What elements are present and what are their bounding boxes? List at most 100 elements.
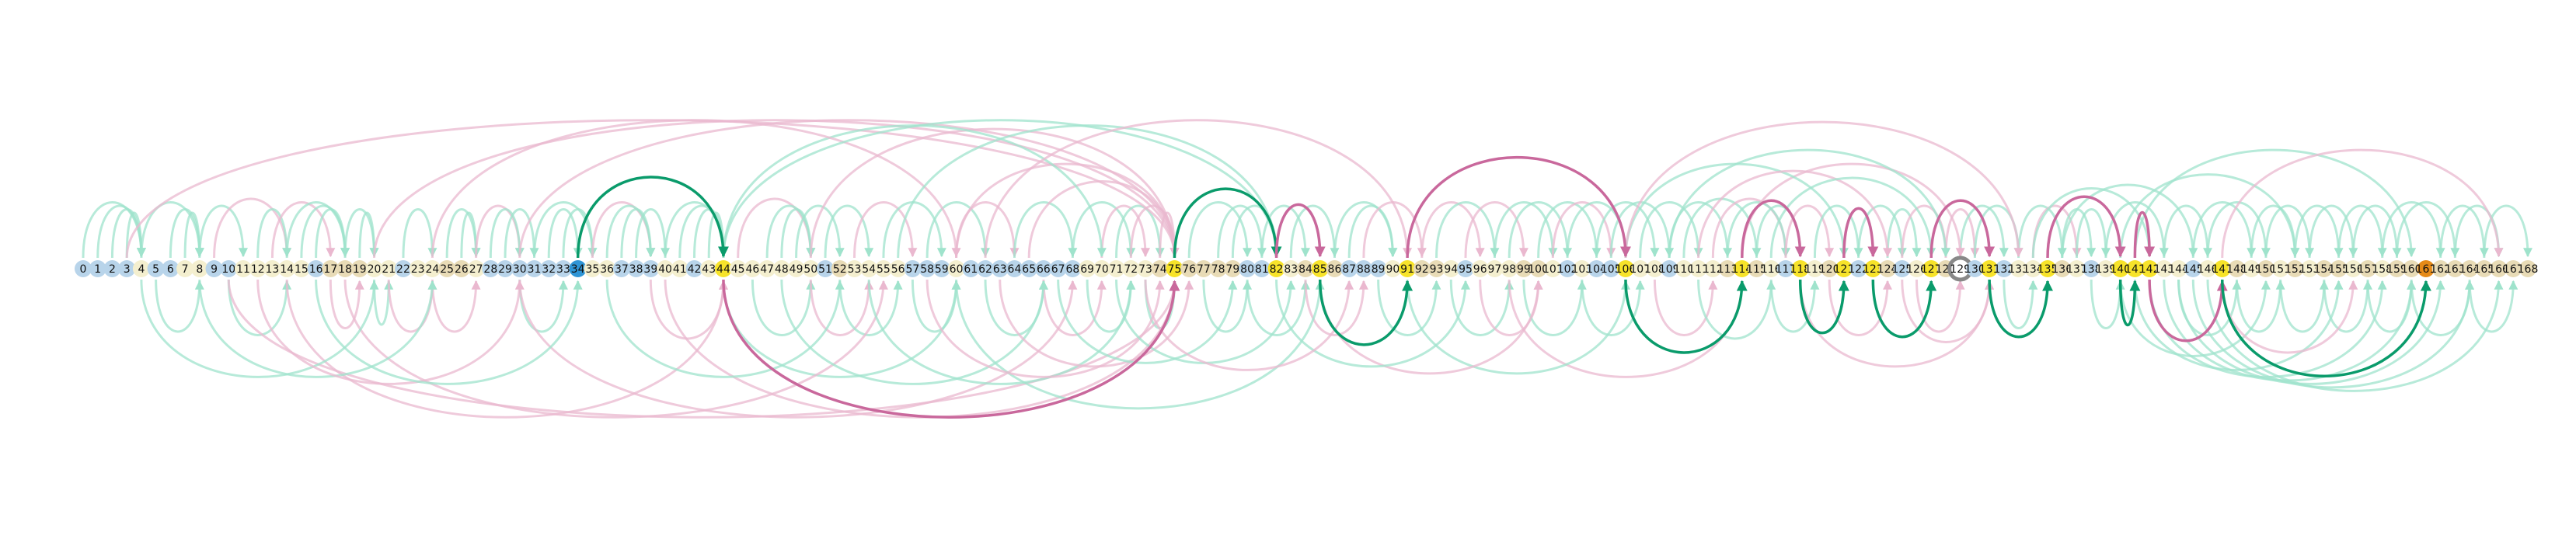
node-60 — [947, 260, 965, 277]
node-61 — [962, 260, 980, 277]
node-147 — [2213, 260, 2231, 277]
node-164 — [2461, 260, 2479, 277]
node-label-105: 105 — [1601, 263, 1622, 276]
node-151 — [2271, 260, 2289, 277]
background-edge-8-11 — [198, 204, 248, 259]
background-edge-70-73 — [1100, 204, 1151, 259]
node-134 — [2024, 260, 2042, 277]
node-label-7: 7 — [182, 263, 189, 276]
node-8 — [190, 260, 208, 277]
node-label-133: 133 — [2008, 263, 2029, 276]
background-edge-40-75 — [664, 279, 1180, 419]
node-label-75: 75 — [1168, 263, 1182, 276]
background-edge-64-68 — [1013, 201, 1078, 259]
node-label-37: 37 — [615, 263, 629, 276]
node-10 — [220, 260, 238, 277]
node-49 — [787, 260, 805, 277]
background-edge-155-158 — [2337, 204, 2387, 259]
node-130 — [1966, 260, 1984, 277]
node-137 — [2068, 260, 2086, 277]
node-label-19: 19 — [353, 263, 367, 276]
background-edge-133-136 — [2017, 204, 2067, 259]
node-label-38: 38 — [629, 263, 643, 276]
node-91 — [1399, 260, 1417, 277]
background-edge-140-150 — [2119, 279, 2271, 357]
background-edge-149-152 — [2250, 204, 2300, 259]
background-edge-165-168 — [2483, 204, 2532, 259]
node-label-59: 59 — [935, 263, 949, 276]
background-edge-97-101 — [1493, 201, 1558, 259]
node-77 — [1194, 260, 1212, 277]
background-edge-128-130 — [1944, 208, 1980, 259]
background-edge-56-82 — [897, 124, 1281, 259]
background-edge-126-129 — [1915, 279, 1965, 333]
background-edge-107-111 — [1639, 201, 1703, 259]
node-label-157: 157 — [2358, 263, 2379, 276]
node-154 — [2315, 260, 2333, 277]
highlight-edge-114-118 — [1741, 199, 1806, 259]
node-141 — [2126, 260, 2144, 277]
node-42 — [685, 260, 703, 277]
node-167 — [2505, 260, 2522, 277]
background-edge-38-40 — [635, 208, 671, 259]
highlight-edge-123-127 — [1871, 279, 1937, 339]
node-label-30: 30 — [513, 263, 527, 276]
node-label-97: 97 — [1488, 263, 1502, 276]
node-83 — [1282, 260, 1300, 277]
background-edge-67-79 — [1057, 279, 1238, 364]
node-146 — [2199, 260, 2217, 277]
node-160 — [2403, 260, 2421, 277]
node-label-77: 77 — [1197, 263, 1211, 276]
node-label-160: 160 — [2401, 263, 2422, 276]
node-104 — [1588, 260, 1605, 277]
background-edge-94-98 — [1449, 279, 1515, 336]
node-131 — [1981, 260, 1999, 277]
node-label-71: 71 — [1110, 263, 1124, 276]
background-edge-98-102 — [1508, 201, 1573, 259]
node-label-113: 113 — [1717, 263, 1738, 276]
node-12 — [249, 260, 267, 277]
node-label-45: 45 — [731, 263, 745, 276]
node-label-83: 83 — [1284, 263, 1298, 276]
background-edge-73-87 — [1144, 279, 1354, 371]
background-edge-140-152 — [2119, 173, 2300, 259]
background-edge-81-84 — [1260, 204, 1310, 259]
node-label-81: 81 — [1255, 263, 1269, 276]
background-edge-108-112 — [1653, 279, 1718, 336]
background-edge-129-132 — [1959, 204, 2009, 259]
background-edge-79-82 — [1231, 204, 1281, 259]
node-label-60: 60 — [950, 263, 964, 276]
node-143 — [2155, 260, 2173, 277]
node-13 — [263, 260, 281, 277]
node-47 — [758, 260, 776, 277]
node-label-93: 93 — [1430, 263, 1444, 276]
node-label-163: 163 — [2445, 263, 2466, 276]
node-label-67: 67 — [1051, 263, 1065, 276]
node-label-69: 69 — [1080, 263, 1094, 276]
background-edge-5-8 — [155, 279, 204, 333]
node-55 — [874, 260, 892, 277]
node-18 — [336, 260, 354, 277]
node-label-142: 142 — [2139, 263, 2160, 276]
node-108 — [1646, 260, 1664, 277]
node-label-68: 68 — [1065, 263, 1079, 276]
node-label-79: 79 — [1225, 263, 1239, 276]
node-40 — [657, 260, 675, 277]
node-label-151: 151 — [2270, 263, 2291, 276]
node-label-80: 80 — [1240, 263, 1254, 276]
node-145 — [2184, 260, 2202, 277]
node-label-54: 54 — [862, 263, 876, 276]
background-edge-30-75 — [518, 119, 1180, 259]
node-157 — [2359, 260, 2377, 277]
background-edge-141-160 — [2133, 148, 2417, 259]
highlight-edge-44-75 — [722, 279, 1180, 419]
node-150 — [2257, 260, 2274, 277]
node-57 — [904, 260, 922, 277]
node-14 — [278, 260, 296, 277]
background-edge-148-151 — [2235, 279, 2285, 333]
node-label-12: 12 — [251, 263, 265, 276]
background-edge-116-127 — [1769, 176, 1936, 259]
node-label-107: 107 — [1630, 263, 1651, 276]
node-127 — [1922, 260, 1940, 277]
node-116 — [1762, 260, 1780, 277]
